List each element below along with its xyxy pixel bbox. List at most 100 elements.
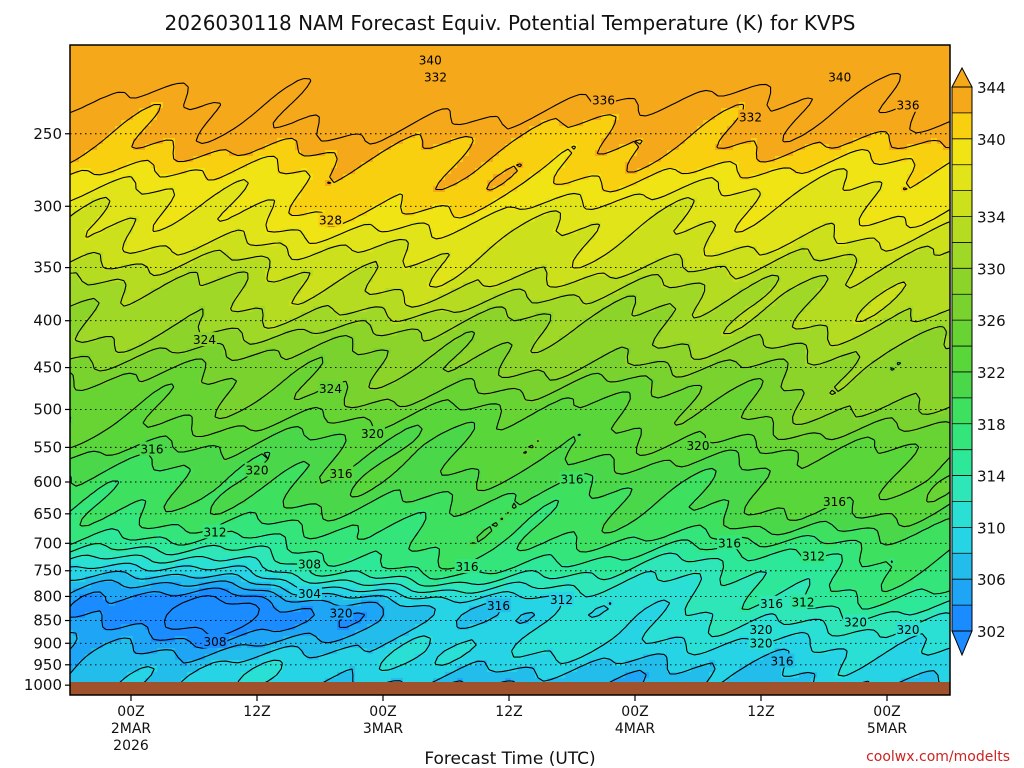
theta-e-cell xyxy=(859,180,866,187)
theta-e-cell xyxy=(685,60,692,67)
theta-e-cell xyxy=(769,114,776,121)
theta-e-cell xyxy=(679,228,686,235)
theta-e-cell xyxy=(631,72,638,79)
theta-e-cell xyxy=(265,144,272,151)
theta-e-cell xyxy=(169,96,176,103)
theta-e-cell xyxy=(199,144,206,151)
theta-e-cell xyxy=(73,198,80,205)
theta-e-cell xyxy=(865,186,872,193)
theta-e-cell xyxy=(70,228,74,235)
theta-e-cell xyxy=(823,45,830,49)
theta-e-cell xyxy=(649,192,656,199)
theta-e-cell xyxy=(907,186,914,193)
theta-e-cell xyxy=(541,96,548,103)
theta-e-cell xyxy=(481,234,488,241)
theta-e-cell xyxy=(685,45,692,49)
theta-e-cell xyxy=(853,72,860,79)
theta-e-cell xyxy=(691,48,698,55)
theta-e-cell xyxy=(829,90,836,97)
theta-e-cell xyxy=(769,156,776,163)
theta-e-cell xyxy=(241,180,248,187)
theta-e-cell xyxy=(91,150,98,157)
theta-e-cell xyxy=(493,54,500,61)
theta-e-cell xyxy=(883,54,890,61)
theta-e-cell xyxy=(529,234,536,241)
theta-e-cell xyxy=(823,162,830,169)
theta-e-cell xyxy=(841,48,848,55)
theta-e-cell xyxy=(919,186,926,193)
theta-e-cell xyxy=(709,138,716,145)
theta-e-cell xyxy=(793,234,800,241)
theta-e-cell xyxy=(223,66,230,73)
theta-e-cell xyxy=(499,192,506,199)
theta-e-cell xyxy=(817,180,824,187)
theta-e-cell xyxy=(535,126,542,133)
theta-e-cell xyxy=(253,150,260,157)
theta-e-cell xyxy=(571,126,578,133)
theta-e-cell xyxy=(715,114,722,121)
theta-e-cell xyxy=(265,192,272,199)
theta-e-cell xyxy=(943,132,950,139)
theta-e-cell xyxy=(769,150,776,157)
theta-e-cell xyxy=(133,234,140,241)
theta-e-cell xyxy=(733,84,740,91)
theta-e-cell xyxy=(667,45,674,49)
theta-e-cell xyxy=(313,186,320,193)
theta-e-cell xyxy=(553,204,560,211)
theta-e-cell xyxy=(205,72,212,79)
theta-e-cell xyxy=(547,114,554,121)
theta-e-cell xyxy=(697,108,704,115)
theta-e-cell xyxy=(463,90,470,97)
theta-e-cell xyxy=(295,48,302,55)
theta-e-cell xyxy=(781,60,788,67)
theta-e-cell xyxy=(787,60,794,67)
theta-e-cell xyxy=(703,180,710,187)
theta-e-cell xyxy=(835,120,842,127)
theta-e-cell xyxy=(319,45,326,49)
theta-e-cell xyxy=(685,174,692,181)
theta-e-cell xyxy=(391,228,398,235)
theta-e-cell xyxy=(337,102,344,109)
theta-e-cell xyxy=(409,162,416,169)
theta-e-cell xyxy=(481,210,488,217)
theta-e-cell xyxy=(433,45,440,49)
theta-e-cell xyxy=(529,150,536,157)
theta-e-cell xyxy=(409,78,416,85)
theta-e-cell xyxy=(511,102,518,109)
theta-e-cell xyxy=(85,126,92,133)
theta-e-cell xyxy=(133,126,140,133)
theta-e-cell xyxy=(895,114,902,121)
theta-e-cell xyxy=(427,138,434,145)
theta-e-cell xyxy=(745,222,752,229)
theta-e-cell xyxy=(733,204,740,211)
theta-e-cell xyxy=(463,228,470,235)
theta-e-cell xyxy=(667,120,674,127)
theta-e-cell xyxy=(343,162,350,169)
theta-e-cell xyxy=(277,180,284,187)
theta-e-cell xyxy=(721,240,728,247)
theta-e-cell xyxy=(73,90,80,97)
theta-e-cell xyxy=(889,48,896,55)
theta-e-cell xyxy=(169,156,176,163)
theta-e-cell xyxy=(145,132,152,139)
theta-e-cell xyxy=(811,78,818,85)
theta-e-cell xyxy=(295,174,302,181)
theta-e-cell xyxy=(115,180,122,187)
theta-e-cell xyxy=(301,72,308,79)
theta-e-cell xyxy=(355,228,362,235)
theta-e-cell xyxy=(151,66,158,73)
theta-e-cell xyxy=(895,60,902,67)
theta-e-cell xyxy=(841,90,848,97)
theta-e-cell xyxy=(469,156,476,163)
theta-e-cell xyxy=(307,90,314,97)
theta-e-cell xyxy=(115,162,122,169)
theta-e-cell xyxy=(439,222,446,229)
theta-e-cell xyxy=(559,174,566,181)
theta-e-cell xyxy=(319,156,326,163)
theta-e-cell xyxy=(259,66,266,73)
theta-e-cell xyxy=(157,156,164,163)
theta-e-cell xyxy=(895,138,902,145)
theta-e-cell xyxy=(91,102,98,109)
theta-e-cell xyxy=(157,204,164,211)
theta-e-cell xyxy=(229,156,236,163)
